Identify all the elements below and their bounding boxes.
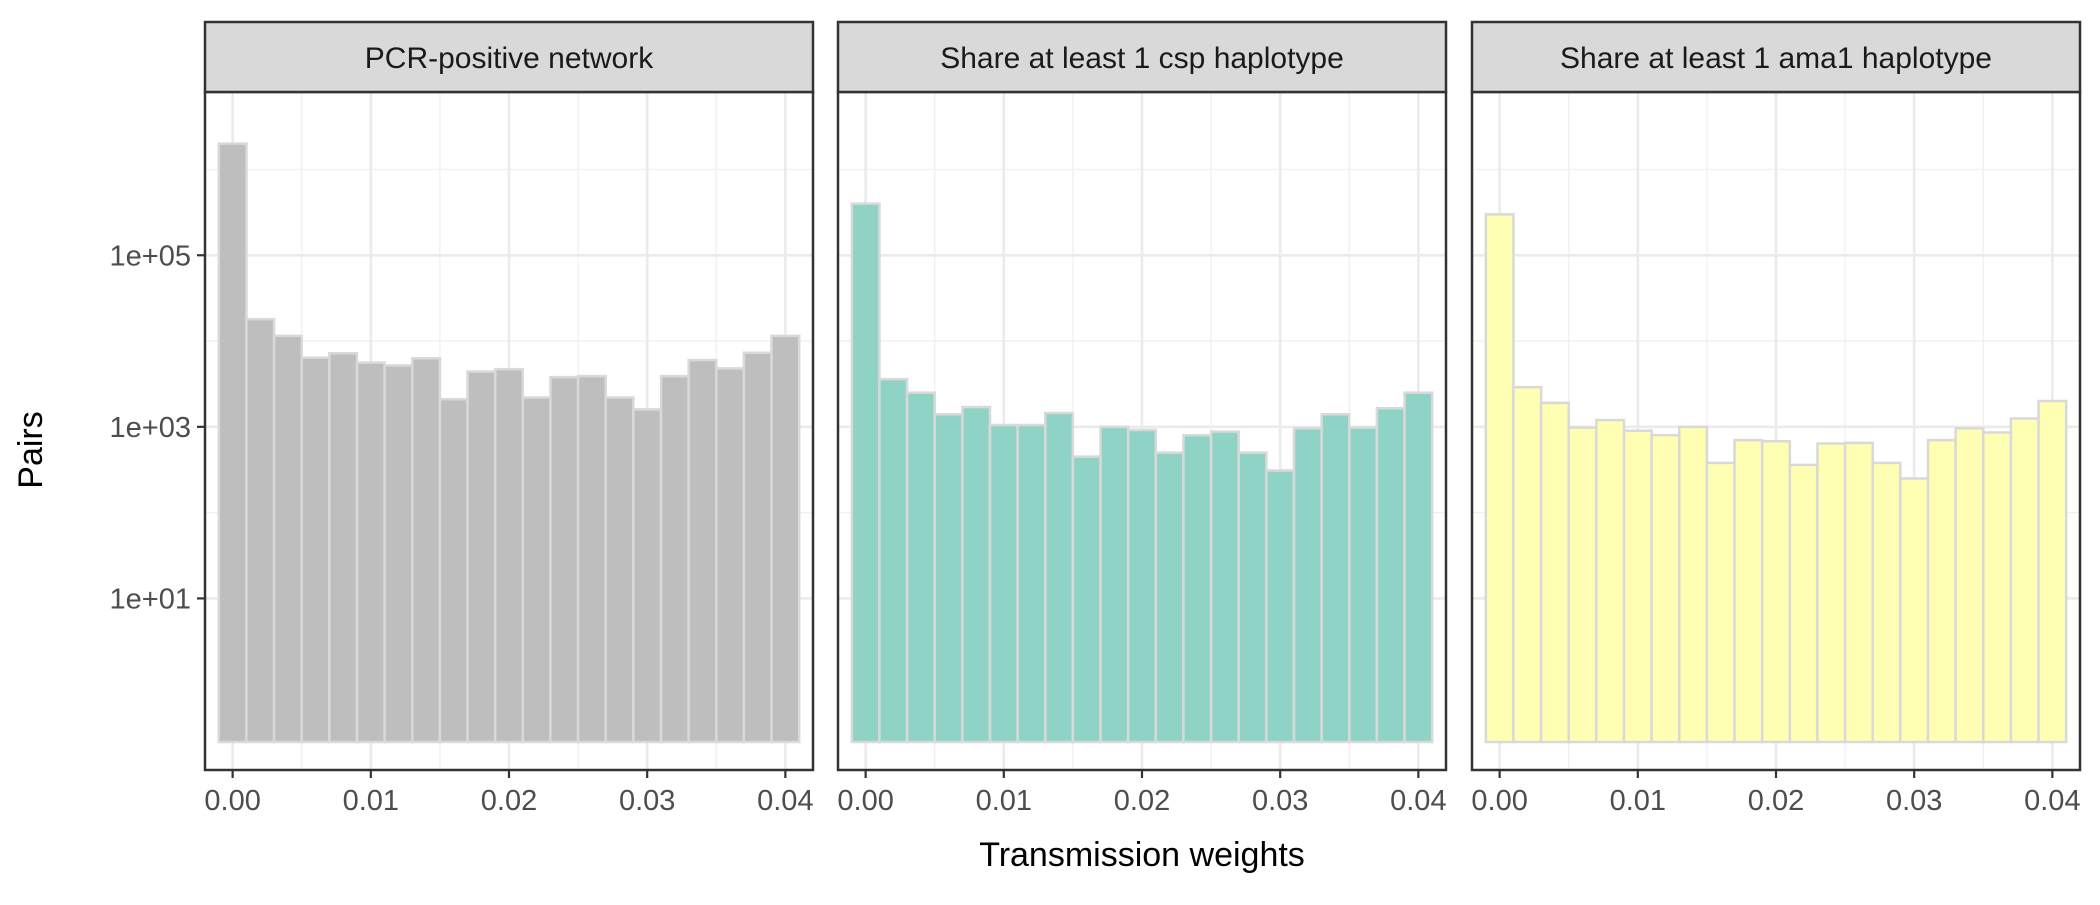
histogram-bar bbox=[2037, 399, 2068, 744]
x-tick-label: 0.00 bbox=[837, 785, 893, 817]
histogram-bar bbox=[850, 202, 881, 744]
y-axis: 1e+01 1e+03 1e+05 bbox=[110, 240, 205, 615]
histogram-bar bbox=[576, 374, 607, 744]
facet-strip bbox=[836, 20, 1448, 94]
histogram-bar bbox=[1071, 455, 1102, 744]
histogram-bar bbox=[1816, 442, 1847, 744]
histogram-bar bbox=[383, 364, 414, 744]
x-tick-label: 0.03 bbox=[1886, 785, 1942, 817]
y-tick-label: 1e+05 bbox=[110, 240, 191, 272]
histogram-bar bbox=[1099, 425, 1130, 744]
histogram-bar bbox=[1733, 438, 1764, 744]
histogram-bar bbox=[493, 367, 525, 744]
facet-strip-title: Share at least 1 ama1 haplotype bbox=[1560, 42, 1992, 75]
histogram-bar bbox=[905, 391, 936, 744]
histogram-bar bbox=[1126, 428, 1158, 744]
x-tick-label: 0.00 bbox=[1471, 785, 1527, 817]
panels-layer: PCR-positive network 0.00 0.01 0.02 0.03 0.04… bbox=[203, 20, 2082, 817]
histogram-bar bbox=[549, 375, 580, 744]
x-tick-label: 0.01 bbox=[1610, 785, 1666, 817]
histogram-bar bbox=[687, 358, 718, 744]
y-tick-label: 1e+01 bbox=[110, 583, 191, 615]
x-tick-label: 0.01 bbox=[343, 785, 399, 817]
histogram-bar bbox=[1705, 461, 1736, 744]
histogram-bar bbox=[1512, 385, 1543, 744]
histogram-bar bbox=[1292, 427, 1323, 744]
y-tick-label: 1e+03 bbox=[110, 412, 191, 444]
histogram-bar bbox=[632, 408, 663, 744]
histogram-bar bbox=[1182, 433, 1213, 744]
histogram-bar bbox=[770, 334, 801, 744]
histogram-bar bbox=[659, 374, 690, 744]
histogram-bar bbox=[466, 370, 497, 744]
histogram-bar bbox=[521, 396, 552, 744]
histogram-bar bbox=[1760, 439, 1792, 744]
y-axis-title: Pairs bbox=[12, 411, 50, 488]
histogram-bar bbox=[245, 317, 276, 744]
histogram-bar bbox=[1926, 438, 1957, 744]
histogram-bar bbox=[742, 351, 773, 744]
panel-2: Share at least 1 csp haplotype 0.00 0.01 0.… bbox=[836, 20, 1448, 817]
histogram-bar bbox=[1265, 469, 1296, 744]
x-tick-label: 0.02 bbox=[1748, 785, 1804, 817]
histogram-bar bbox=[1403, 391, 1434, 744]
histogram-bar bbox=[1016, 423, 1047, 744]
x-tick-label: 0.03 bbox=[1252, 785, 1308, 817]
x-tick-label: 0.03 bbox=[619, 785, 675, 817]
histogram-bar bbox=[1622, 429, 1653, 744]
histogram-bar bbox=[1650, 433, 1681, 744]
histogram-bar bbox=[604, 396, 635, 744]
histogram-bar bbox=[1209, 430, 1240, 744]
histogram-bar bbox=[1539, 401, 1570, 744]
histogram-bar bbox=[1348, 426, 1379, 744]
histogram-bar bbox=[878, 377, 909, 744]
x-tick-label: 0.04 bbox=[757, 785, 813, 817]
x-axis-title: Transmission weights bbox=[979, 836, 1305, 874]
histogram-bar bbox=[1320, 413, 1351, 744]
histogram-bar bbox=[328, 352, 359, 744]
histogram-bar bbox=[1237, 451, 1268, 744]
histogram-bar bbox=[1044, 411, 1075, 744]
facet-strip bbox=[1470, 20, 2082, 94]
x-tick-label: 0.02 bbox=[481, 785, 537, 817]
histogram-bar bbox=[1982, 431, 2013, 744]
x-tick-label: 0.04 bbox=[1390, 785, 1446, 817]
histogram-bar bbox=[1484, 213, 1515, 744]
histogram-bar bbox=[1375, 406, 1406, 744]
histogram-bar bbox=[933, 413, 964, 744]
panel-1: PCR-positive network 0.00 0.01 0.02 0.03 0.04 bbox=[203, 20, 815, 817]
histogram-bar bbox=[272, 334, 303, 744]
facet-strip-title: Share at least 1 csp haplotype bbox=[940, 42, 1344, 75]
histogram-bar bbox=[961, 405, 992, 744]
x-tick-label: 0.02 bbox=[1114, 785, 1170, 817]
histogram-bar bbox=[1567, 426, 1598, 744]
x-tick-label: 0.01 bbox=[976, 785, 1032, 817]
histogram-bar bbox=[1899, 477, 1930, 744]
histogram-bar bbox=[438, 397, 469, 744]
panel-3: Share at least 1 ama1 haplotype 0.00 0.01 0… bbox=[1470, 20, 2082, 817]
histogram-bar bbox=[1954, 427, 1985, 744]
histogram-bar bbox=[411, 357, 442, 744]
histogram-bar bbox=[300, 356, 331, 744]
histogram-bar bbox=[1154, 451, 1185, 744]
histogram-bar bbox=[715, 367, 746, 744]
histogram-bar bbox=[2009, 417, 2040, 744]
histogram-bar bbox=[988, 423, 1019, 744]
histogram-bar bbox=[1843, 441, 1874, 744]
facet-strip-title: PCR-positive network bbox=[365, 42, 654, 75]
histogram-bar bbox=[1595, 418, 1626, 744]
x-tick-label: 0.00 bbox=[204, 785, 260, 817]
x-tick-label: 0.04 bbox=[2024, 785, 2080, 817]
histogram-bar bbox=[1871, 461, 1902, 744]
histogram-bar bbox=[355, 361, 386, 744]
histogram-bar bbox=[1678, 425, 1709, 744]
histogram-bar bbox=[1788, 463, 1819, 744]
histogram-bar bbox=[217, 142, 248, 744]
facet-strip bbox=[203, 20, 815, 94]
